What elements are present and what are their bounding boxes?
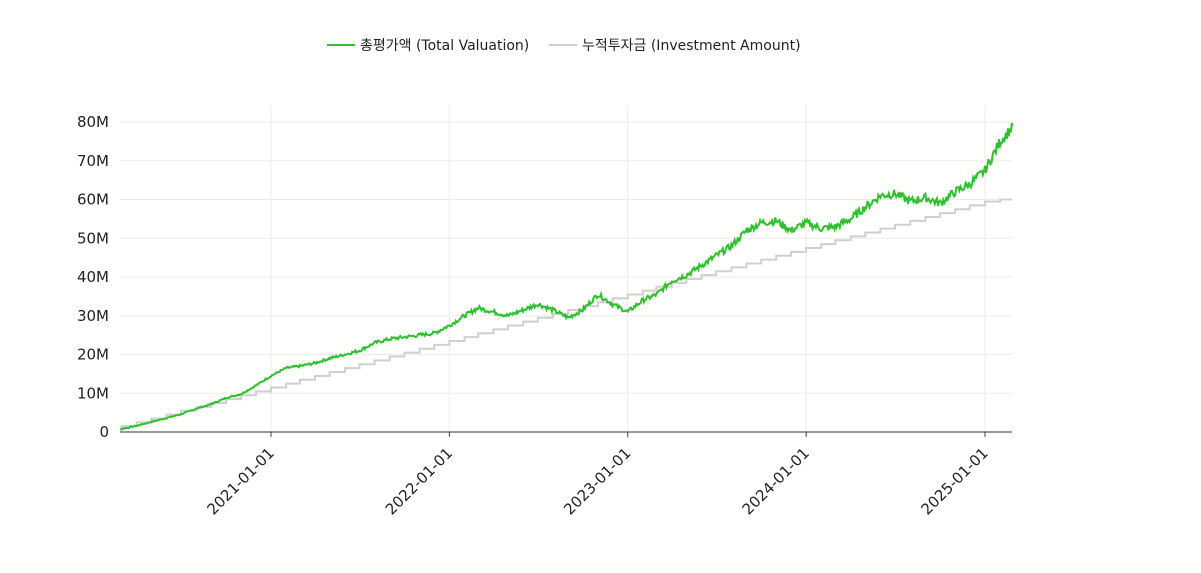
- x-tick-label: 2025-01-01: [917, 444, 991, 518]
- y-tick-label: 40M: [77, 268, 109, 286]
- y-tick-label: 80M: [77, 113, 109, 131]
- y-tick-label: 60M: [77, 191, 109, 209]
- x-axis-ticks: 2021-01-01 2022-01-01 2023-01-01 2024-01-01…: [203, 432, 992, 518]
- y-tick-label: 10M: [77, 384, 109, 402]
- y-axis-ticks: 0 10M 20M 30M 40M 50M 60M 70M 80M: [77, 113, 109, 441]
- y-tick-label: 30M: [77, 307, 109, 325]
- x-tick-label: 2024-01-01: [739, 444, 813, 518]
- legend-label-investment-amount: 누적투자금 (Investment Amount): [582, 38, 801, 54]
- y-tick-label: 20M: [77, 346, 109, 364]
- grid-lines: [120, 105, 1012, 432]
- x-tick-label: 2021-01-01: [203, 444, 277, 518]
- x-tick-label: 2023-01-01: [560, 444, 634, 518]
- y-tick-label: 0: [99, 423, 109, 441]
- legend: 총평가액 (Total Valuation) 누적투자금 (Investment …: [327, 38, 801, 54]
- y-tick-label: 50M: [77, 229, 109, 247]
- y-tick-label: 70M: [77, 152, 109, 170]
- series-line-investment-amount: [120, 198, 1012, 432]
- series-line-total-valuation: [119, 122, 1013, 431]
- x-tick-label: 2022-01-01: [382, 444, 456, 518]
- legend-label-total-valuation: 총평가액 (Total Valuation): [360, 38, 529, 54]
